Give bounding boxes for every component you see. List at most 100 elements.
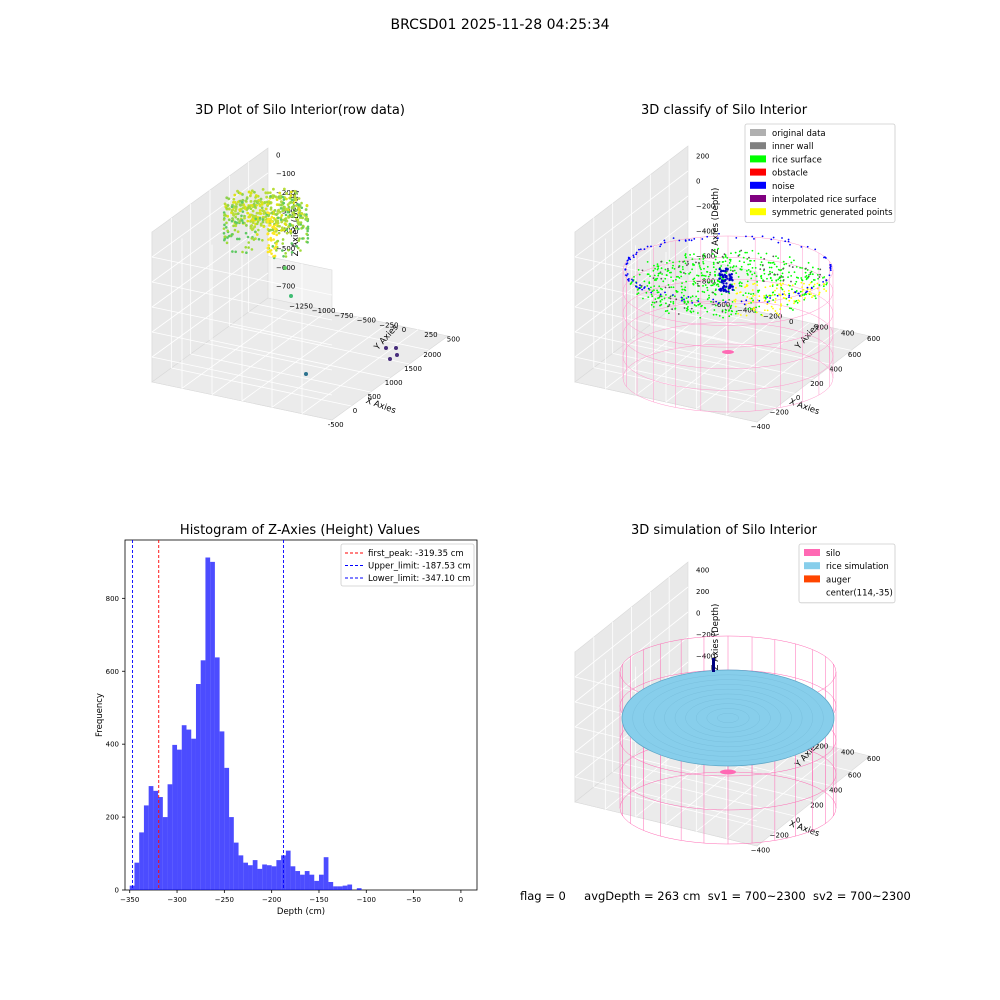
raw-wall-point <box>250 248 254 251</box>
classify-xtick: −200 <box>770 409 789 417</box>
raw-wall-point <box>285 228 289 232</box>
classify-surface-point <box>750 293 752 296</box>
classify-surface-point <box>797 299 800 302</box>
classify-surface-point <box>648 282 651 285</box>
classify-noise-point <box>701 238 704 240</box>
classify-noise-point <box>781 293 784 296</box>
classify-surface-point <box>728 298 731 301</box>
classify-surface-point <box>757 252 760 255</box>
classify-surface-point <box>803 282 805 285</box>
classify-noise-point <box>706 235 709 238</box>
classify-surface-point <box>788 256 791 258</box>
classify-surface-point <box>641 269 644 272</box>
raw-ztick: −700 <box>276 283 295 291</box>
classify-surface-point <box>771 294 774 296</box>
classify-surface-point <box>763 295 766 297</box>
classify-surface-point <box>768 300 771 303</box>
sim-rice-mesh <box>717 713 739 723</box>
raw-obstacle-point <box>273 254 277 258</box>
raw-wall-point <box>258 216 262 220</box>
raw-wall-point <box>235 237 239 241</box>
sv2-text: sv2 = 700~2300 <box>812 889 911 903</box>
classify-surface-point <box>772 307 774 310</box>
classify-surface-point <box>695 261 697 264</box>
raw-point <box>266 202 269 206</box>
raw-point <box>275 220 278 224</box>
classify-noise-point <box>646 245 649 248</box>
classify-surface-point <box>810 280 813 283</box>
raw-point <box>274 229 278 233</box>
classify-silo-ring <box>622 300 834 370</box>
classify-surface-point <box>653 279 656 281</box>
hist-bar <box>238 855 244 890</box>
classify-surface-point <box>786 303 789 306</box>
classify-surface-point <box>760 261 763 264</box>
raw-wall-point <box>247 205 251 208</box>
classify-surface-point <box>784 294 787 296</box>
classify-noise-point <box>787 238 790 241</box>
raw-point <box>255 211 259 215</box>
classify-surface-point <box>731 283 733 286</box>
classify-noise-point <box>753 237 755 240</box>
raw-wall-point <box>289 231 293 235</box>
classify-surface-point <box>713 293 716 295</box>
classify-surface-point <box>665 261 668 264</box>
raw-wall-point <box>288 222 292 226</box>
raw-xtick: 1000 <box>385 379 403 387</box>
classify-surface-point <box>764 286 767 289</box>
raw-point <box>230 209 234 212</box>
classify-surface-point <box>772 299 775 301</box>
raw-point <box>261 187 265 191</box>
classify-surface-point <box>793 271 796 274</box>
classify-surface-point <box>774 301 777 304</box>
classify-noise-point <box>678 239 681 242</box>
classify-surface-point <box>722 299 725 302</box>
classify-noise-point <box>806 286 809 289</box>
classify-3d-panel: −400−20002004006006004002000−200−400−600… <box>574 123 896 431</box>
raw-point <box>285 197 288 201</box>
sim-rice-mesh <box>685 698 771 738</box>
sim-legend-label: center(114,-35) <box>826 589 893 599</box>
simulation-3d-panel: −400−20002004006006004002000−200−400−600… <box>574 543 896 855</box>
classify-surface-point <box>684 286 687 289</box>
classify-surface-point <box>809 273 812 276</box>
classify-surface-point <box>650 293 653 296</box>
classify-surface-point <box>704 284 707 286</box>
raw-point <box>259 222 263 226</box>
sim-legend-swatch <box>804 575 820 583</box>
raw-obstacle-point <box>269 217 272 221</box>
raw-wall-point <box>223 237 227 240</box>
classify-surface-point <box>807 292 810 295</box>
classify-surface-point <box>646 260 649 263</box>
classify-surface-point <box>651 295 654 298</box>
classify-surface-point <box>751 266 754 269</box>
raw-ytick: 250 <box>424 331 437 339</box>
classify-surface-point <box>669 295 672 298</box>
classify-surface-point <box>790 261 793 264</box>
classify-noise-point <box>715 300 718 303</box>
classify-surface-point <box>731 300 734 303</box>
raw-wall-point <box>300 201 303 205</box>
classify-surface-point <box>660 260 663 263</box>
raw-wall-point <box>284 252 287 255</box>
classify-surface-point <box>640 285 643 287</box>
raw-wall-point <box>256 200 259 204</box>
raw-wall-point <box>282 201 286 205</box>
classify-surface-point <box>751 273 754 276</box>
classify-noise-point <box>672 237 675 240</box>
classify-surface-point <box>730 304 733 307</box>
raw-wall-point <box>224 226 228 229</box>
classify-noise-point <box>766 301 769 304</box>
raw-wall-point <box>222 211 226 214</box>
classify-surface-point <box>758 295 761 298</box>
classify-noise-point <box>724 301 727 303</box>
classify-noise-point <box>627 278 629 281</box>
classify-surface-point <box>750 277 753 280</box>
classify-surface-point <box>682 268 684 271</box>
raw-ytick: 0 <box>402 326 406 334</box>
sim-xtick: 600 <box>848 772 861 780</box>
raw-wall-point <box>297 239 301 242</box>
classify-surface-point <box>766 277 768 280</box>
classify-noise-point <box>632 279 634 282</box>
raw-point <box>236 189 239 193</box>
